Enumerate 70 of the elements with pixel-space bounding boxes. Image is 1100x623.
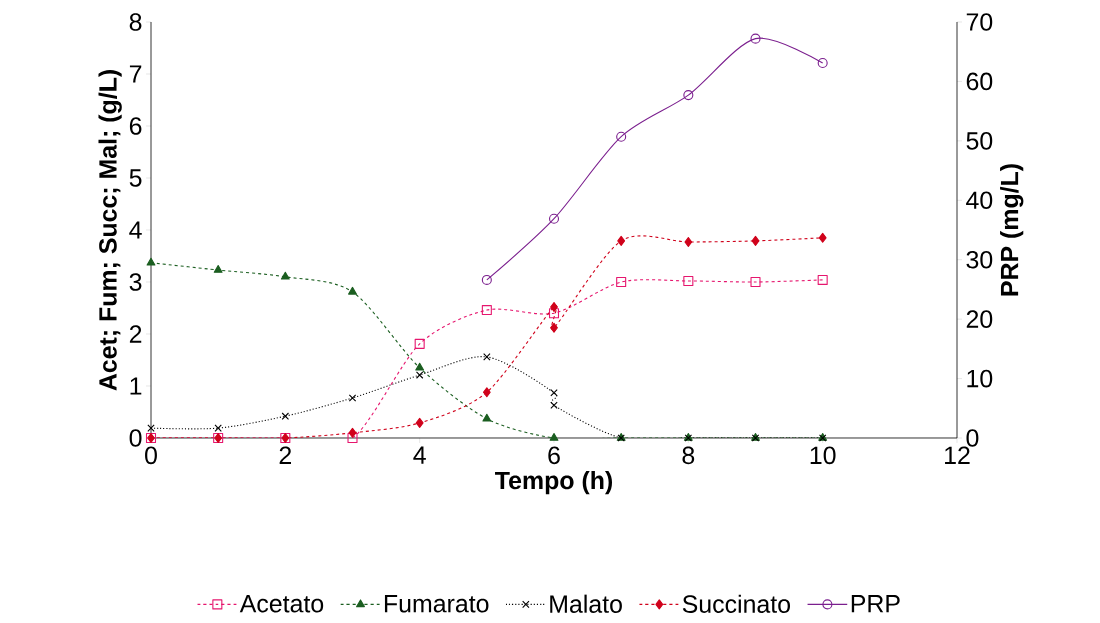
point <box>281 412 290 420</box>
point <box>750 33 761 44</box>
point <box>214 424 222 432</box>
point <box>683 275 694 286</box>
point <box>348 427 357 438</box>
x-tick-label: 2 <box>279 446 291 464</box>
y2-tick-label: 0 <box>966 429 979 447</box>
point <box>280 271 290 280</box>
x-tick-label: 4 <box>413 446 426 464</box>
x-tick-label: 6 <box>548 446 560 465</box>
y2-tick-label: 60 <box>966 72 993 91</box>
point <box>617 235 626 246</box>
point <box>347 432 358 444</box>
point <box>817 57 828 69</box>
y-tick-label: 3 <box>129 273 142 291</box>
x-tick-label: 12 <box>945 446 970 464</box>
y-axis-title: Acet; Fum; Succ; Mal; (g/L) <box>98 70 122 391</box>
point <box>616 276 627 288</box>
point <box>213 265 223 273</box>
point <box>147 424 155 432</box>
point <box>550 322 558 333</box>
point <box>415 371 424 379</box>
point <box>684 236 693 247</box>
point <box>550 301 558 312</box>
legend-label: PRP <box>851 595 900 613</box>
legend-label: Fumarato <box>384 595 489 613</box>
point <box>751 235 760 246</box>
x-tick-label: 0 <box>145 446 157 465</box>
y2-tick-label: 70 <box>966 13 993 31</box>
y-tick-label: 7 <box>129 65 142 83</box>
point <box>146 257 156 266</box>
point <box>548 308 560 319</box>
point <box>414 338 425 349</box>
point <box>550 401 558 409</box>
legend-label: Acetato <box>239 595 324 613</box>
y2-axis-title: PRP (mg/L) <box>1000 164 1024 296</box>
point <box>482 413 492 422</box>
point <box>415 362 425 371</box>
x-tick-label: 8 <box>682 446 695 465</box>
y2-tick-label: 50 <box>966 132 993 150</box>
point <box>616 131 627 142</box>
y2-tick-label: 10 <box>967 369 993 388</box>
point <box>348 286 357 295</box>
y-tick-label: 0 <box>129 429 142 447</box>
point <box>549 432 559 441</box>
point <box>818 232 827 243</box>
legend-label: Malato <box>550 594 622 613</box>
point <box>481 274 492 285</box>
y2-tick-label: 20 <box>966 310 993 328</box>
point <box>482 387 491 398</box>
y-tick-label: 4 <box>129 221 142 239</box>
point <box>481 305 492 316</box>
y-tick-label: 6 <box>129 117 142 135</box>
y-tick-label: 1 <box>130 377 142 395</box>
y-tick-label: 8 <box>129 13 142 31</box>
point <box>548 213 560 224</box>
x-axis-title: Tempo (h) <box>495 470 613 495</box>
y2-tick-label: 40 <box>966 191 993 210</box>
x-tick-label: 10 <box>810 446 836 465</box>
point <box>550 389 558 397</box>
point <box>348 394 357 402</box>
point <box>817 274 828 285</box>
point <box>483 353 491 361</box>
point <box>683 90 694 101</box>
point <box>415 417 424 428</box>
y2-tick-label: 30 <box>966 250 993 269</box>
y-tick-label: 2 <box>129 325 142 343</box>
point <box>750 276 761 288</box>
y-tick-label: 5 <box>129 169 142 187</box>
legend-label: Succinato <box>682 594 791 613</box>
